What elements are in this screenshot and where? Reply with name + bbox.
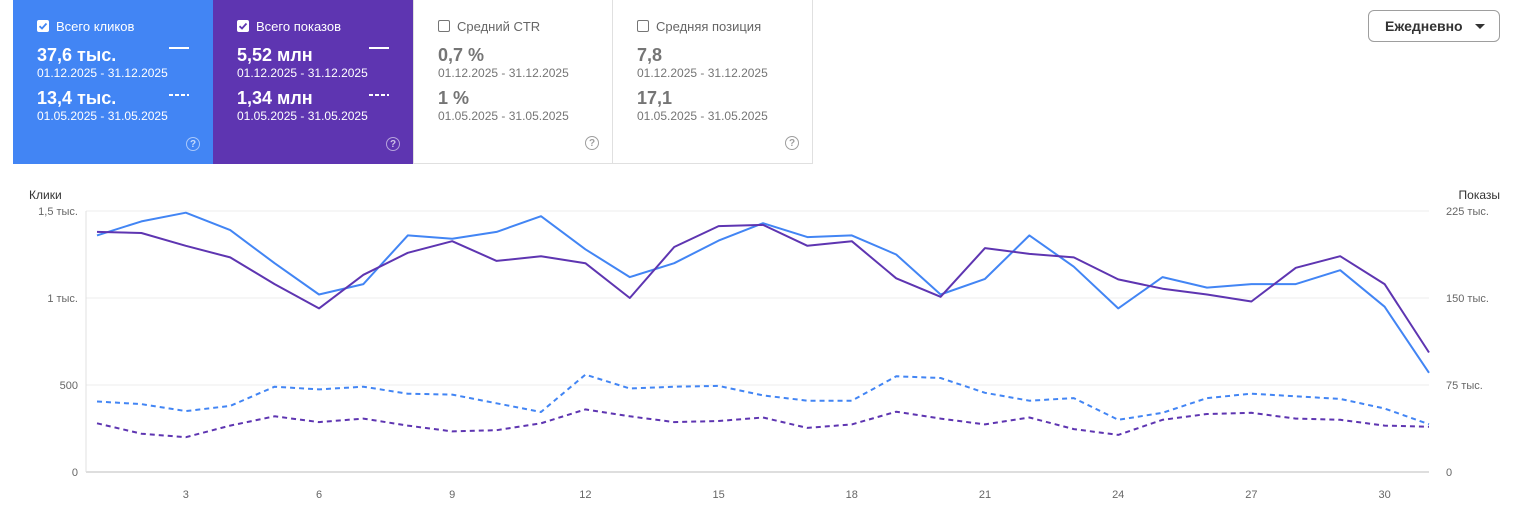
impressions-label: Всего показов [256,18,341,34]
metric-cards: Всего кликов 37,6 тыс. 01.12.2025 - 31.1… [13,0,813,164]
position-range-previous: 01.05.2025 - 31.05.2025 [637,109,768,123]
x-tick-label: 9 [449,489,455,501]
position-label: Средняя позиция [656,18,762,34]
clicks-range-current: 01.12.2025 - 31.12.2025 [37,66,168,80]
x-tick-label: 15 [712,489,724,501]
left-tick-label: 0 [72,467,78,479]
granularity-dropdown[interactable]: Ежедневно [1368,10,1500,42]
impressions-checkbox[interactable] [237,20,249,32]
ctr-range-previous: 01.05.2025 - 31.05.2025 [438,109,569,123]
impressions-range-current: 01.12.2025 - 31.12.2025 [237,66,368,80]
granularity-label: Ежедневно [1385,18,1463,34]
x-tick-label: 3 [183,489,189,501]
right-tick-label: 225 тыс. [1446,206,1489,218]
dashed-line-legend-icon [369,94,389,96]
help-icon[interactable]: ? [186,137,200,151]
help-icon[interactable]: ? [785,136,799,150]
ctr-value-current: 0,7 % [438,45,485,65]
x-tick-label: 12 [579,489,591,501]
clicks-checkbox[interactable] [37,20,49,32]
x-tick-label: 27 [1245,489,1257,501]
ctr-label: Средний CTR [457,18,541,34]
x-tick-label: 21 [979,489,991,501]
position-card[interactable]: Средняя позиция 7,8 01.12.2025 - 31.12.2… [613,0,813,164]
solid-line-legend-icon [169,47,189,49]
left-tick-label: 500 [60,380,78,392]
position-value-current: 7,8 [637,45,663,65]
x-tick-label: 6 [316,489,322,501]
right-axis-title: Показы [1459,188,1500,202]
clicks-card-header: Всего кликов [37,18,213,34]
impressions-value-previous: 1,34 млн [237,88,313,108]
position-card-header: Средняя позиция [637,18,812,34]
position-value-previous: 17,1 [637,88,673,108]
impressions-card-header: Всего показов [237,18,413,34]
ctr-card-header: Средний CTR [438,18,612,34]
x-tick-label: 18 [846,489,858,501]
series-line-impressions-current [96,223,1430,354]
ctr-checkbox[interactable] [438,20,450,32]
clicks-card[interactable]: Всего кликов 37,6 тыс. 01.12.2025 - 31.1… [13,0,213,164]
clicks-label: Всего кликов [56,18,135,34]
left-tick-label: 1,5 тыс. [38,206,78,218]
position-range-current: 01.12.2025 - 31.12.2025 [637,66,768,80]
x-tick-label: 24 [1112,489,1124,501]
performance-chart: Клики Показы 0 500 1 тыс. 1,5 тыс. 0 75 тыс. 1… [29,188,1500,501]
series-line-clicks-previous [96,373,1430,426]
help-icon[interactable]: ? [585,136,599,150]
help-icon[interactable]: ? [386,137,400,151]
x-tick-label: 30 [1378,489,1390,501]
impressions-value-current: 5,52 млн [237,45,313,65]
clicks-range-previous: 01.05.2025 - 31.05.2025 [37,109,168,123]
left-axis-title: Клики [29,188,62,202]
right-tick-label: 75 тыс. [1446,380,1483,392]
clicks-value-previous: 13,4 тыс. [37,88,117,108]
caret-down-icon [1475,24,1485,29]
left-tick-label: 1 тыс. [47,293,78,305]
right-tick-label: 150 тыс. [1446,293,1489,305]
series-line-impressions-previous [96,408,1430,439]
solid-line-legend-icon [369,47,389,49]
impressions-card[interactable]: Всего показов 5,52 млн 01.12.2025 - 31.1… [213,0,413,164]
ctr-range-current: 01.12.2025 - 31.12.2025 [438,66,569,80]
impressions-range-previous: 01.05.2025 - 31.05.2025 [237,109,368,123]
right-tick-label: 0 [1446,467,1452,479]
position-checkbox[interactable] [637,20,649,32]
dashed-line-legend-icon [169,94,189,96]
series-line-clicks-current [96,211,1430,374]
ctr-value-previous: 1 % [438,88,470,108]
clicks-value-current: 37,6 тыс. [37,45,117,65]
ctr-card[interactable]: Средний CTR 0,7 % 01.12.2025 - 31.12.202… [413,0,613,164]
